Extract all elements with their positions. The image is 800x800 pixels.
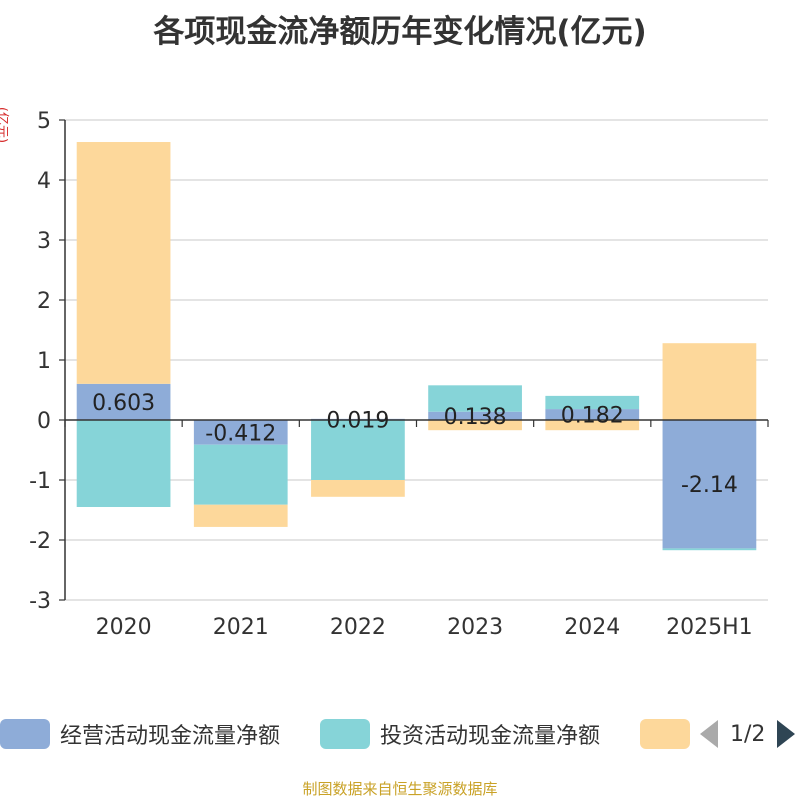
x-tick-label: 2022 (330, 615, 386, 640)
bar-series-2-2025H1[interactable] (662, 343, 757, 420)
legend-swatch-operating (0, 719, 50, 749)
data-label-operating: 0.182 (561, 404, 624, 429)
y-tick-label: 5 (37, 109, 51, 134)
bars (76, 142, 757, 551)
y-tick-label: 0 (37, 409, 51, 434)
stacked-bar-chart: -3 -2 -1 0 1 2 3 4 5 2020 2021 2022 2023 2024 2025H1 0… (29, 109, 769, 640)
legend-item-financing[interactable] (640, 716, 690, 752)
legend-pager: 1/2 (700, 716, 796, 752)
y-tick-label: -2 (29, 529, 51, 554)
x-tick-label: 2024 (564, 615, 620, 640)
chevron-right-icon[interactable] (777, 720, 796, 748)
data-label-operating: 0.019 (326, 408, 389, 433)
legend-item-operating[interactable]: 经营活动现金流量净额 (0, 716, 280, 752)
bar-series-0-2023[interactable] (428, 411, 522, 420)
bar-series-2-2021[interactable] (193, 504, 288, 527)
y-tick-label: 1 (37, 349, 51, 374)
y-tick-label: -1 (29, 469, 51, 494)
bar-series-1-2023[interactable] (428, 385, 522, 412)
bar-series-1-2021[interactable] (193, 444, 288, 505)
bar-series-1-2020[interactable] (76, 420, 171, 507)
axes: -3 -2 -1 0 1 2 3 4 5 2020 2021 2022 2023 2024 2025H1 (29, 109, 769, 640)
data-source-note: 制图数据来自恒生聚源数据库 (302, 780, 498, 798)
chart-title: 各项现金流净额历年变化情况(亿元) (153, 14, 647, 50)
data-label-operating: 0.138 (444, 405, 507, 430)
grid-lines (65, 119, 768, 601)
bar-series-1-2025H1[interactable] (662, 548, 757, 551)
data-label-operating: -2.14 (681, 473, 738, 498)
legend: 经营活动现金流量净额 投资活动现金流量净额 (0, 716, 800, 752)
x-tick-label: 2025H1 (666, 615, 753, 640)
legend-item-investing[interactable]: 投资活动现金流量净额 (320, 716, 600, 752)
x-tick-label: 2023 (447, 615, 503, 640)
legend-page-indicator: 1/2 (730, 721, 766, 747)
bar-series-0-2021[interactable] (193, 420, 288, 445)
y-tick-label: 3 (37, 229, 51, 254)
data-label-operating: -0.412 (205, 421, 276, 446)
bar-series-2-2023[interactable] (428, 420, 522, 431)
legend-label-operating: 经营活动现金流量净额 (60, 724, 281, 749)
bar-series-2-2020[interactable] (76, 142, 171, 384)
y-tick-label: 4 (37, 169, 51, 194)
legend-swatch-investing (320, 719, 370, 749)
bar-series-0-2024[interactable] (545, 409, 640, 420)
legend-swatch-financing (640, 719, 690, 749)
x-tick-label: 2020 (96, 615, 152, 640)
bar-series-0-2025H1[interactable] (662, 420, 757, 549)
bar-series-2-2022[interactable] (311, 480, 405, 497)
data-labels: 0.603 -0.412 0.019 0.138 0.182 -2.14 (92, 391, 738, 498)
legend-label-investing: 投资活动现金流量净额 (380, 724, 601, 749)
y-tick-label: -3 (29, 589, 51, 614)
bar-series-0-2020[interactable] (76, 383, 171, 420)
bar-series-2-2024[interactable] (545, 420, 640, 431)
bar-series-1-2022[interactable] (311, 420, 405, 480)
y-tick-label: 2 (37, 289, 51, 314)
x-tick-label: 2021 (213, 615, 269, 640)
bar-series-1-2024[interactable] (545, 395, 640, 410)
chevron-left-icon[interactable] (700, 720, 718, 748)
data-label-operating: 0.603 (92, 391, 155, 416)
